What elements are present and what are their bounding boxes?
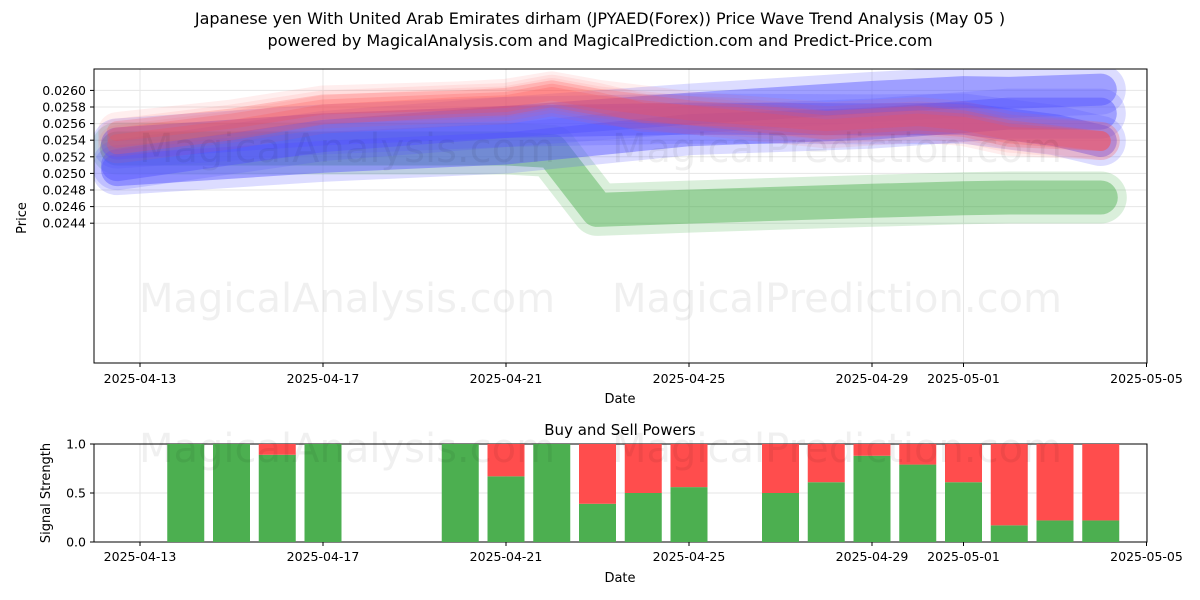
watermark-analysis: MagicalAnalysis.com [139,126,555,172]
top-x-tick-label: 2025-04-21 [470,371,543,386]
buy-bar [899,464,937,542]
sell-bar [258,444,296,455]
sell-bar [945,444,982,483]
buy-bar [624,493,662,542]
top-y-tick-label: 0.0254 [42,133,86,148]
series-line-blue [101,97,1117,187]
watermark-analysis: MagicalAnalysis.com [139,426,555,472]
bottom-y-tick-label: 0.0 [66,535,86,550]
buy-bar [1036,520,1074,542]
buy-bar [487,476,525,542]
buy-bar [945,482,982,542]
bottom-y-tick-label: 0.5 [66,486,86,501]
sell-bar [1036,444,1074,521]
sell-bar [990,444,1028,526]
top-x-tick-label: 2025-05-01 [927,371,1000,386]
buy-bar [762,493,799,542]
chart-title: Japanese yen With United Arab Emirates d… [194,9,1006,28]
bottom-x-tick-label: 2025-04-21 [470,549,543,564]
watermark-layer: MagicalAnalysis.com MagicalPrediction.co… [139,126,1062,472]
bottom-x-tick-label: 2025-04-13 [104,549,177,564]
top-y-tick-label: 0.0258 [42,100,86,115]
buy-bar [533,444,571,542]
sell-bar [853,444,891,456]
series-halo-blue [94,93,1126,169]
top-y-tick-label: 0.0256 [42,116,86,131]
buy-bar [990,525,1028,542]
buy-bar [304,444,342,542]
bottom-x-tick-label: 2025-04-17 [287,549,360,564]
series-line-red [107,80,1111,151]
sell-bar [1082,444,1120,521]
top-ylabel: Price [15,202,30,234]
watermark-prediction: MagicalPrediction.com [612,126,1062,172]
top-axes-frame [93,68,1148,364]
buy-bar [441,444,479,542]
buy-bar [670,487,708,542]
bottom-x-tick-label: 2025-04-25 [653,549,726,564]
buy-bar [258,454,296,542]
watermark-prediction: MagicalPrediction.com [612,276,1062,322]
sell-bar [762,444,799,493]
bottom-ylabel: Signal Strength [39,443,54,543]
sell-bar [624,444,662,493]
top-x-tick-label: 2025-05-05 [1110,371,1183,386]
buy-bar [213,444,250,542]
series-line-green [100,131,1118,227]
top-x-tick-label: 2025-04-17 [287,371,360,386]
top-y-tick-label: 0.0244 [42,216,86,231]
bottom-x-tick-label: 2025-04-29 [836,549,909,564]
series-line-red [107,83,1111,151]
bottom-xlabel: Date [604,571,635,586]
series-halo-red [98,71,1120,160]
series-line-red [107,87,1111,155]
series-line-blue [101,73,1117,182]
top-y-tick-label: 0.0248 [42,183,86,198]
watermark-prediction: MagicalPrediction.com [612,426,1062,472]
buy-bar [807,482,845,542]
sell-bar [579,444,616,504]
series-halo-blue [94,69,1126,191]
bottom-title: Buy and Sell Powers [544,421,696,439]
top-y-tick-label: 0.0250 [42,166,86,181]
sell-bar [487,444,525,477]
top-y-tick-label: 0.0260 [42,83,86,98]
bottom-y-tick-label: 1.0 [66,437,86,452]
top-x-tick-label: 2025-04-25 [653,371,726,386]
top-x-tick-label: 2025-04-13 [104,371,177,386]
top-x-tick-label: 2025-04-29 [836,371,909,386]
chart-subtitle: powered by MagicalAnalysis.com and Magic… [267,31,933,50]
sell-bar [899,444,937,465]
top-y-tick-label: 0.0246 [42,199,86,214]
top-series-group [94,69,1127,236]
sell-bar [670,444,708,488]
series-halo-green [94,122,1127,236]
series-line-blue [101,102,1117,160]
buy-bar [1082,520,1120,542]
bottom-x-tick-label: 2025-05-01 [927,549,1000,564]
series-halo-red [98,78,1120,164]
series-halo-blue [94,88,1126,196]
buy-bar [167,444,205,542]
series-halo-red [98,74,1120,160]
top-y-tick-label: 0.0252 [42,149,86,164]
sell-bar [807,444,845,483]
bottom-x-tick-label: 2025-05-05 [1110,549,1183,564]
top-xlabel: Date [604,392,635,407]
watermark-analysis: MagicalAnalysis.com [139,276,555,322]
buy-bar [853,455,891,542]
buy-bar [579,503,616,542]
